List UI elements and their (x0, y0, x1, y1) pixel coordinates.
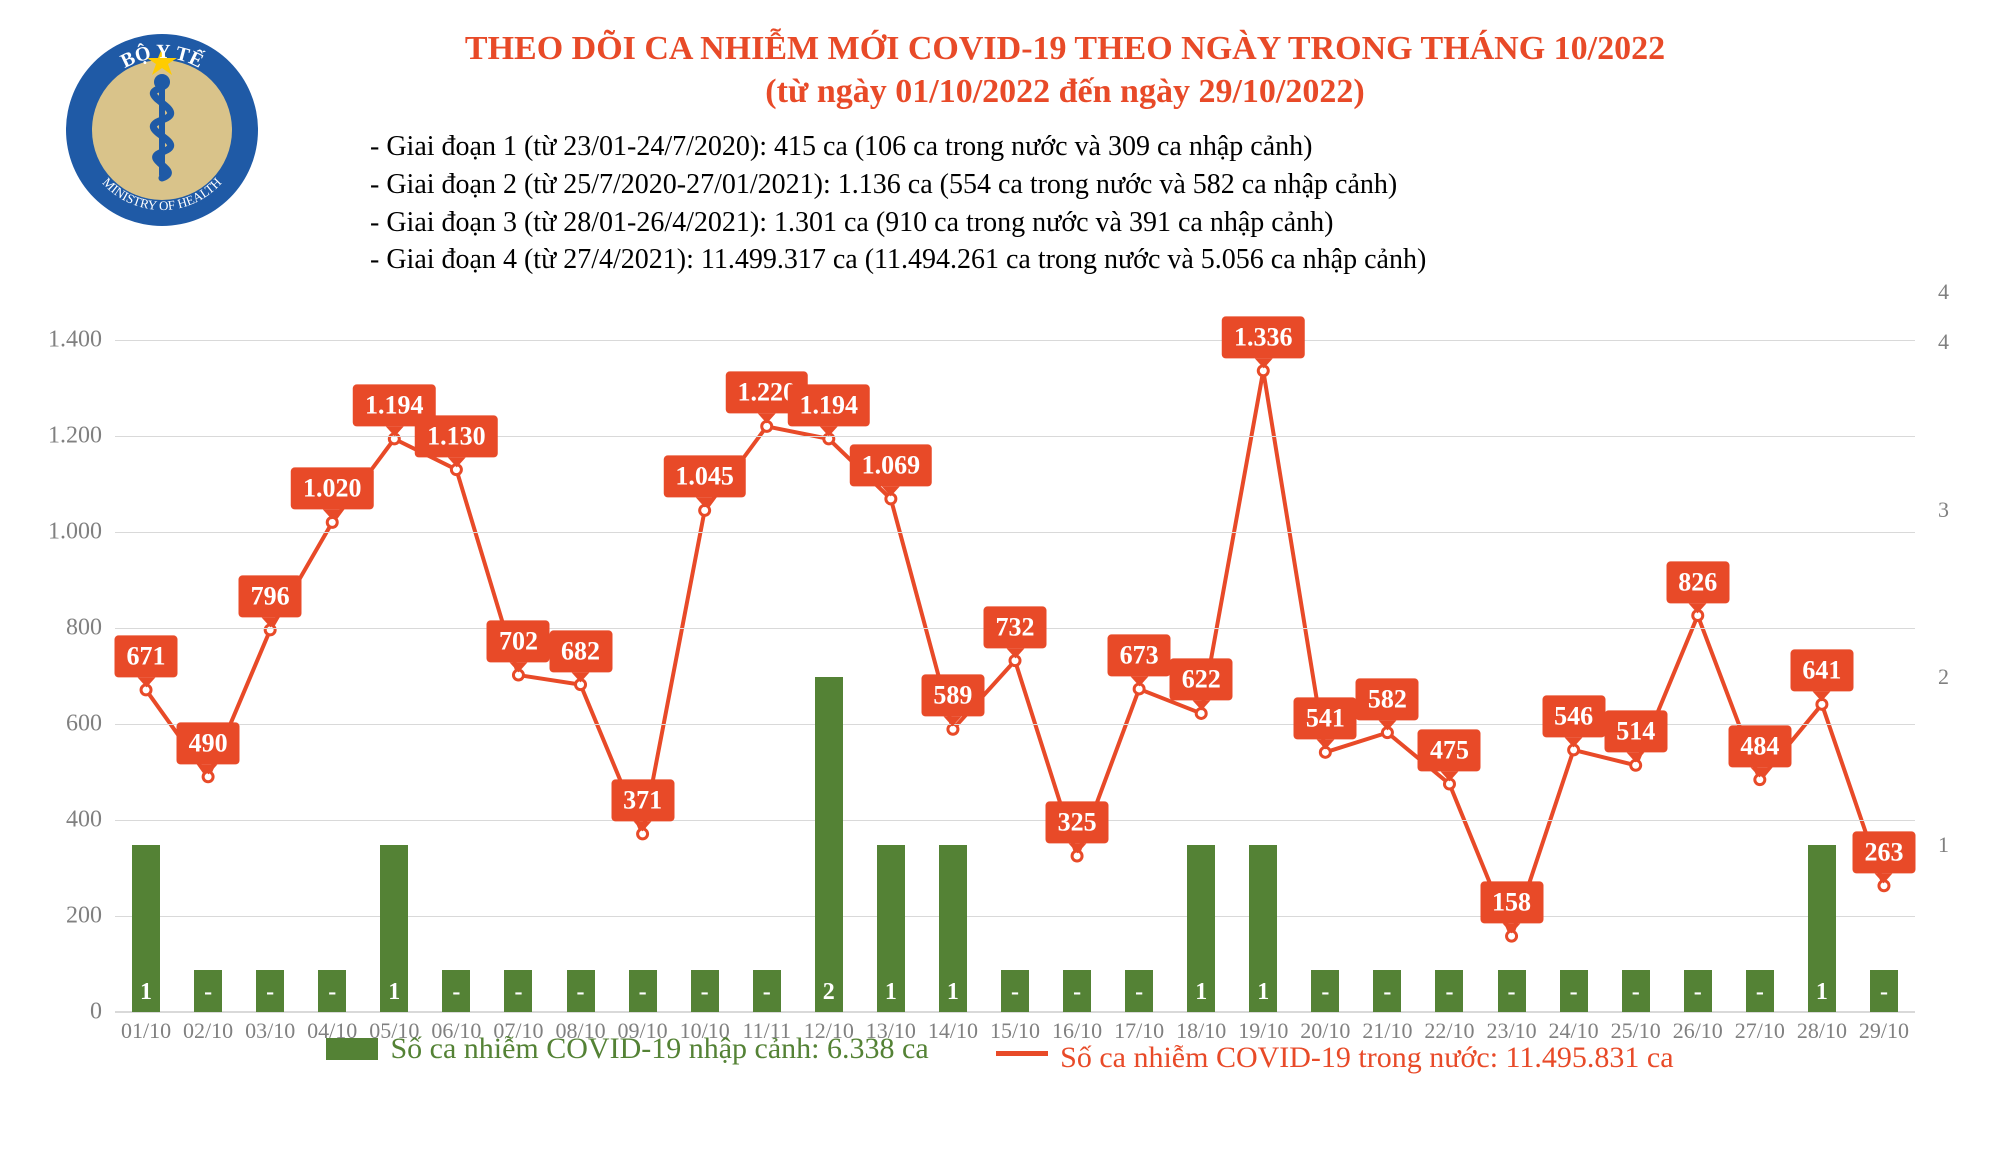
ministry-of-health-logo: BỘ Y TẾ MINISTRY OF HEALTH (62, 30, 262, 230)
bar (1498, 970, 1526, 1012)
line-marker (141, 685, 151, 695)
line-marker (1320, 747, 1330, 757)
bar (256, 970, 284, 1012)
bar (567, 970, 595, 1012)
bar (1435, 970, 1463, 1012)
bar (1187, 845, 1215, 1012)
line-marker (1444, 779, 1454, 789)
line-marker (1134, 684, 1144, 694)
grid-line (115, 1012, 1915, 1013)
legend-domestic-text: Số ca nhiễm COVID-19 trong nước: 11.495.… (1060, 1041, 1673, 1075)
line-marker (1569, 745, 1579, 755)
legend-swatch-line (996, 1051, 1048, 1056)
bar (442, 970, 470, 1012)
bar (629, 970, 657, 1012)
bar (380, 845, 408, 1012)
bar (1125, 970, 1153, 1012)
bar (1001, 970, 1029, 1012)
page: BỘ Y TẾ MINISTRY OF HEALTH THEO DÕI CA N… (0, 0, 2000, 1152)
grid-line (115, 340, 1915, 341)
plot-region: 101/10-02/10-03/10-04/10105/10-06/10-07/… (115, 292, 1915, 1012)
y-tick-left: 600 (32, 711, 102, 738)
legend-imported-text: Số ca nhiễm COVID-19 nhập cảnh: 6.338 ca (390, 1032, 928, 1066)
line-marker (1196, 708, 1206, 718)
y-tick-left: 800 (32, 615, 102, 642)
y-tick-right: 3 (1938, 497, 1968, 523)
bar (1249, 845, 1277, 1012)
y-axis-right: 12344 (1930, 292, 1970, 1012)
y-tick-right: 4 (1938, 279, 1968, 305)
y-tick-left: 200 (32, 903, 102, 930)
line-marker (1010, 656, 1020, 666)
phase-line: - Giai đoạn 4 (từ 27/4/2021): 11.499.317… (370, 241, 1870, 279)
line-marker (638, 829, 648, 839)
title-line-2: (từ ngày 01/10/2022 đến ngày 29/10/2022) (290, 71, 1840, 114)
bar (1560, 970, 1588, 1012)
line-marker (451, 465, 461, 475)
grid-line (115, 628, 1915, 629)
bar (318, 970, 346, 1012)
grid-line (115, 532, 1915, 533)
legend-imported: Số ca nhiễm COVID-19 nhập cảnh: 6.338 ca (326, 1032, 928, 1066)
y-tick-right: 4 (1938, 329, 1968, 355)
line-marker (762, 421, 772, 431)
y-tick-left: 1.200 (32, 423, 102, 450)
phase-line: - Giai đoạn 2 (từ 25/7/2020-27/01/2021):… (370, 166, 1870, 204)
line-marker (1382, 728, 1392, 738)
phase-line: - Giai đoạn 3 (từ 28/01-26/4/2021): 1.30… (370, 204, 1870, 242)
chart-legend: Số ca nhiễm COVID-19 nhập cảnh: 6.338 ca… (30, 1032, 1970, 1082)
y-tick-left: 400 (32, 807, 102, 834)
y-axis-left: 02004006008001.0001.2001.400 (30, 292, 110, 1012)
bar (815, 677, 843, 1012)
title-line-1: THEO DÕI CA NHIỄM MỚI COVID-19 THEO NGÀY… (290, 28, 1840, 71)
bar (877, 845, 905, 1012)
covid-chart: 02004006008001.0001.2001.400 12344 101/1… (30, 292, 1970, 1082)
bar (132, 845, 160, 1012)
bar (691, 970, 719, 1012)
line-marker (886, 494, 896, 504)
line-marker (1631, 760, 1641, 770)
line-marker (576, 680, 586, 690)
phase-summary: - Giai đoạn 1 (từ 23/01-24/7/2020): 415 … (370, 128, 1870, 279)
phase-line: - Giai đoạn 1 (từ 23/01-24/7/2020): 415 … (370, 128, 1870, 166)
line-marker (203, 772, 213, 782)
bar (1870, 970, 1898, 1012)
line-marker (948, 724, 958, 734)
line-marker (1817, 699, 1827, 709)
grid-line (115, 436, 1915, 437)
bar (1684, 970, 1712, 1012)
legend-swatch-bar (326, 1038, 378, 1060)
line-marker (1693, 611, 1703, 621)
bar (504, 970, 532, 1012)
bar (939, 845, 967, 1012)
line-marker (1258, 366, 1268, 376)
line-marker (1879, 881, 1889, 891)
y-tick-left: 1.400 (32, 327, 102, 354)
bar (1808, 845, 1836, 1012)
legend-domestic: Số ca nhiễm COVID-19 trong nước: 11.495.… (996, 1041, 1673, 1075)
y-tick-right: 1 (1938, 832, 1968, 858)
line-marker (1507, 931, 1517, 941)
y-tick-left: 0 (32, 999, 102, 1026)
bar (1622, 970, 1650, 1012)
chart-title: THEO DÕI CA NHIỄM MỚI COVID-19 THEO NGÀY… (290, 28, 1840, 113)
y-tick-left: 1.000 (32, 519, 102, 546)
line-marker (327, 517, 337, 527)
bar (1373, 970, 1401, 1012)
line-marker (265, 625, 275, 635)
line-marker (1072, 851, 1082, 861)
bar (1063, 970, 1091, 1012)
bar (194, 970, 222, 1012)
grid-line (115, 724, 1915, 725)
line-marker (700, 505, 710, 515)
bar (753, 970, 781, 1012)
line-marker (513, 670, 523, 680)
bar (1311, 970, 1339, 1012)
line-marker (1755, 775, 1765, 785)
grid-line (115, 820, 1915, 821)
bar (1746, 970, 1774, 1012)
y-tick-right: 2 (1938, 664, 1968, 690)
